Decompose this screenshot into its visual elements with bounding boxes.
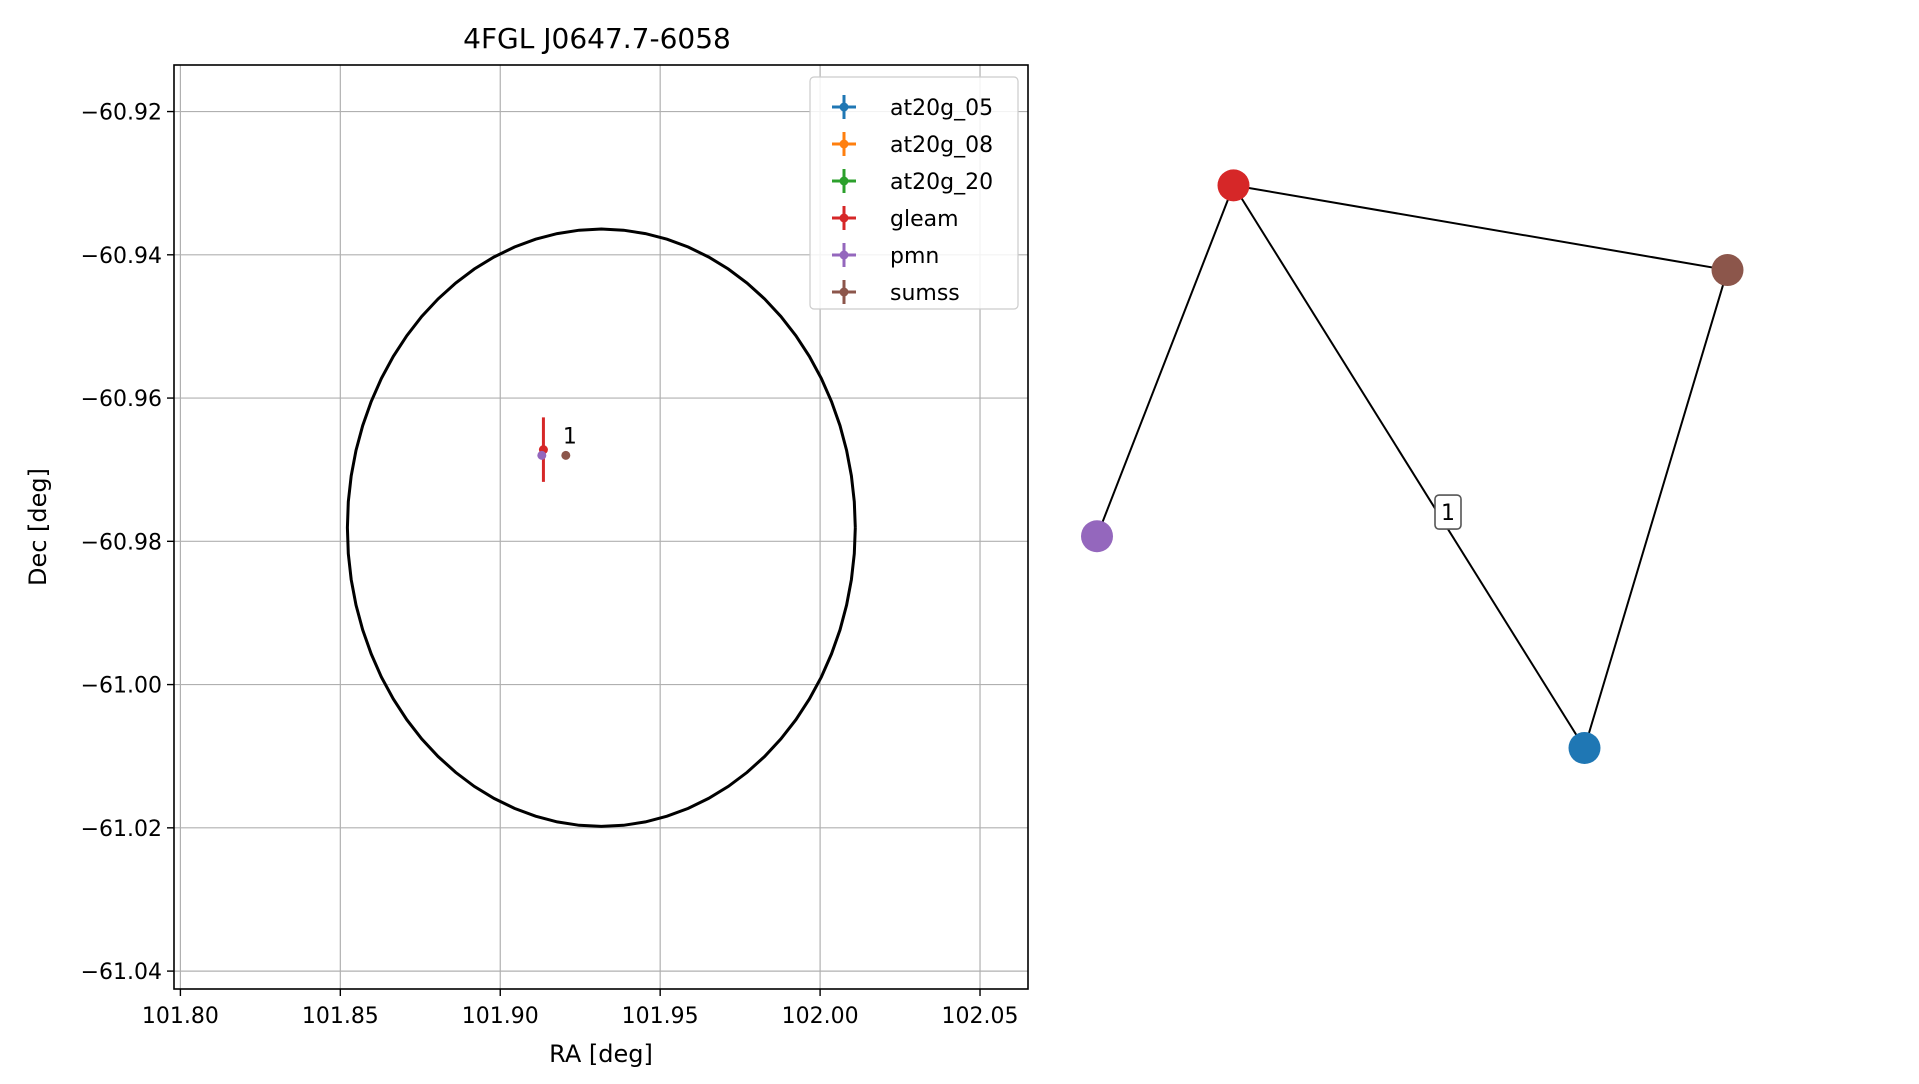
- y-tick-label: −61.04: [81, 960, 162, 985]
- x-tick-label: 102.05: [942, 1004, 1019, 1029]
- edge-label: 1: [1434, 494, 1462, 530]
- y-tick-label: −61.00: [81, 674, 162, 699]
- axes-frame: [173, 64, 1029, 990]
- legend-label: gleam: [890, 207, 959, 232]
- edge-gleam-at20g_05: [1232, 184, 1586, 749]
- y-tick-label: −60.98: [81, 530, 162, 555]
- edge-gleam-pmn: [1096, 184, 1235, 537]
- node-gleam: [1217, 169, 1250, 202]
- node-sumss: [1711, 254, 1744, 287]
- x-tick-label: 101.90: [462, 1004, 539, 1029]
- edge-label-text: 1: [1441, 501, 1455, 526]
- legend-label: pmn: [890, 244, 939, 269]
- legend-label: at20g_05: [890, 96, 993, 121]
- legend-marker-dot: [839, 139, 849, 149]
- point-pmn: [537, 450, 547, 460]
- x-axis-ticks: 101.80 101.85 101.90 101.95 102.00 102.05: [142, 989, 1019, 1029]
- localization-ellipse: [345, 227, 857, 828]
- legend-marker-dot: [839, 287, 849, 297]
- legend-marker-dot: [839, 102, 849, 112]
- legend-box: [809, 76, 1019, 310]
- x-tick-label: 101.80: [142, 1004, 219, 1029]
- legend-label: at20g_08: [890, 133, 993, 158]
- x-tick-label: 101.95: [622, 1004, 699, 1029]
- y-axis-label: Dec [deg]: [24, 468, 52, 586]
- legend-label: at20g_20: [890, 170, 993, 195]
- legend-entry-at20g_05: at20g_05: [832, 95, 993, 121]
- edge-gleam-sumss: [1233, 184, 1728, 272]
- node-at20g_05: [1568, 732, 1601, 764]
- edge-label-box: [1434, 494, 1462, 530]
- legend-entry-pmn: pmn: [832, 243, 939, 269]
- y-tick-label: −60.94: [81, 244, 162, 269]
- legend-entry-sumss: sumss: [832, 280, 960, 306]
- node-pmn: [1081, 520, 1113, 553]
- y-tick-label: −60.92: [81, 101, 162, 126]
- legend-marker-dot: [839, 250, 849, 260]
- point-sumss: [561, 450, 571, 460]
- x-tick-label: 101.85: [302, 1004, 379, 1029]
- x-tick-label: 102.00: [782, 1004, 859, 1029]
- graph-edges: [1096, 184, 1729, 749]
- legend-entry-at20g_20: at20g_20: [832, 169, 993, 195]
- data-points: 1: [537, 417, 577, 482]
- edge-sumss-at20g_05: [1583, 269, 1729, 749]
- legend-marker-dot: [839, 213, 849, 223]
- sky-plot: 4FGL J0647.7-6058 1 101.80 101.85 101.90 10…: [24, 22, 1029, 1068]
- point-annotation: 1: [563, 424, 577, 449]
- graph-nodes: [1081, 169, 1744, 764]
- network-graph: 1: [1081, 169, 1744, 764]
- legend-marker-dot: [839, 176, 849, 186]
- x-axis-label: RA [deg]: [549, 1040, 653, 1068]
- y-axis-ticks: −60.92 −60.94 −60.96 −60.98 −61.00 −61.02 −61.…: [81, 101, 174, 985]
- y-tick-label: −60.96: [81, 387, 162, 412]
- legend-entry-at20g_08: at20g_08: [832, 132, 993, 158]
- ellipse-outline: [345, 227, 857, 828]
- legend-entry-gleam: gleam: [832, 206, 959, 232]
- y-tick-label: −61.02: [81, 817, 162, 842]
- legend-label: sumss: [890, 281, 960, 306]
- graph-edge-labels: 1: [1434, 494, 1462, 530]
- chart-title: 4FGL J0647.7-6058: [463, 22, 731, 55]
